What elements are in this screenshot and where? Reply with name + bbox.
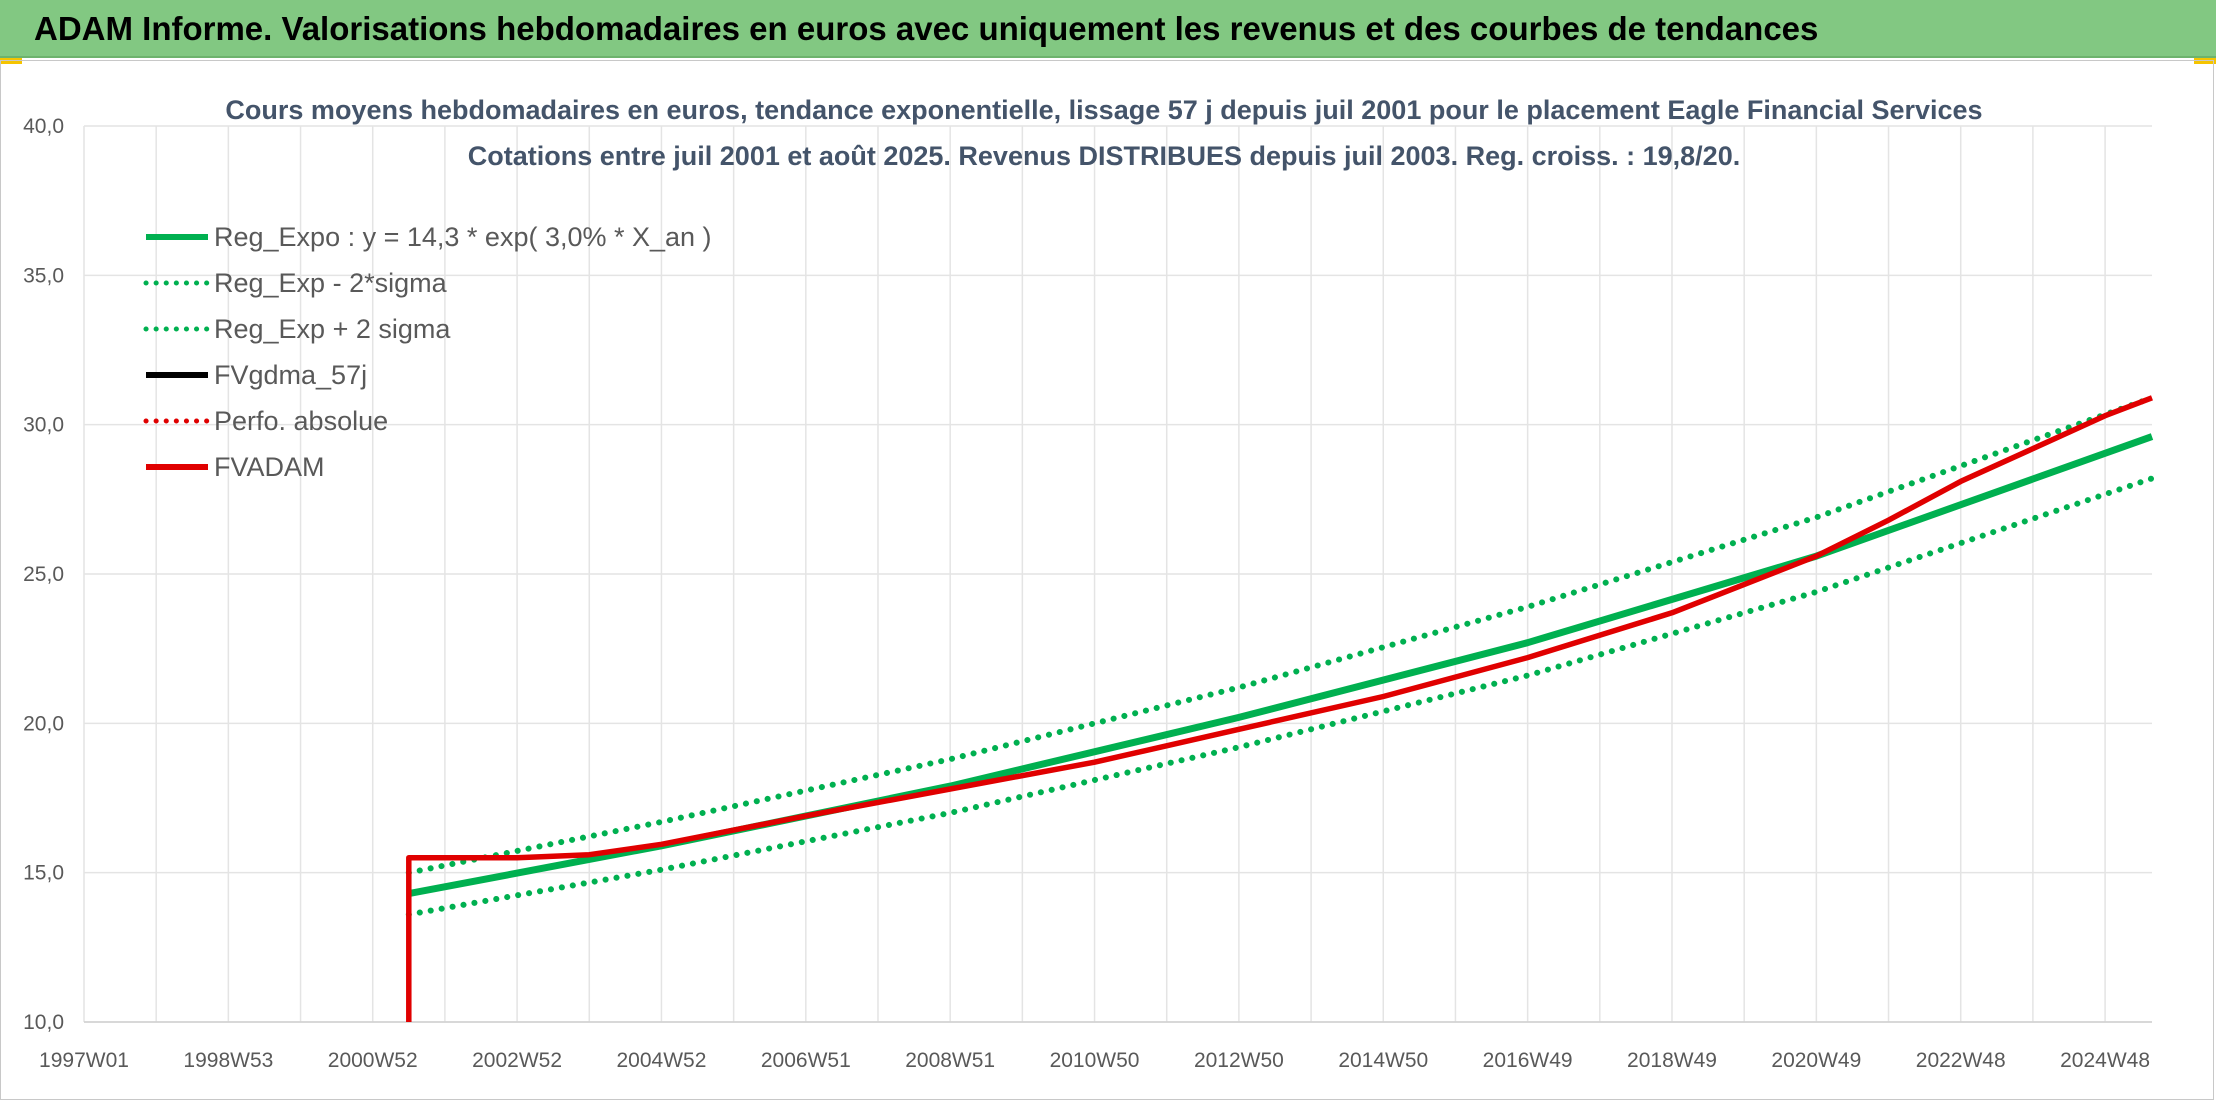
series-line	[406, 395, 2153, 1022]
legend-label: Reg_Expo : y = 14,3 * exp( 3,0% * X_an )	[214, 222, 712, 252]
y-tick-label: 15,0	[23, 862, 64, 885]
y-tick-label: 10,0	[23, 1011, 64, 1034]
grid-lines	[83, 125, 2152, 1023]
x-tick-label: 2000W52	[328, 1049, 418, 1072]
x-tick-label: 2004W52	[616, 1049, 706, 1072]
x-tick-label: 2020W49	[1771, 1049, 1861, 1072]
series-line	[405, 475, 2155, 918]
x-tick-label: 2010W50	[1050, 1049, 1140, 1072]
legend-label: Reg_Exp - 2*sigma	[214, 268, 448, 298]
x-tick-label: 2022W48	[1916, 1049, 2006, 1072]
legend-label: Perfo. absolue	[214, 406, 388, 436]
x-tick-label: 2002W52	[472, 1049, 562, 1072]
report-header: ADAM Informe. Valorisations hebdomadaire…	[0, 0, 2216, 58]
x-tick-label: 2024W48	[2060, 1049, 2150, 1072]
chart-subtitle: Cotations entre juil 2001 et août 2025. …	[468, 141, 1740, 171]
corner-mark-right	[2194, 58, 2216, 64]
legend-label: FVgdma_57j	[214, 360, 367, 390]
chart-title: Cours moyens hebdomadaires en euros, ten…	[225, 95, 1982, 125]
x-tick-label: 2008W51	[905, 1049, 995, 1072]
x-tick-label: 2016W49	[1483, 1049, 1573, 1072]
corner-mark-left	[0, 58, 22, 64]
x-tick-label: 2014W50	[1338, 1049, 1428, 1072]
legend-label: FVADAM	[214, 452, 325, 482]
y-tick-label: 35,0	[23, 264, 64, 287]
y-tick-label: 30,0	[23, 414, 64, 437]
chart-frame	[0, 60, 2214, 1100]
x-tick-label: 2006W51	[761, 1049, 851, 1072]
y-tick-label: 25,0	[23, 563, 64, 586]
x-tick-label: 2012W50	[1194, 1049, 1284, 1072]
x-tick-label: 1998W53	[183, 1049, 273, 1072]
x-tick-label: 1997W01	[39, 1049, 129, 1072]
series-lines	[405, 394, 2155, 1022]
series-line	[405, 394, 2155, 876]
x-tick-label: 2018W49	[1627, 1049, 1717, 1072]
series-line	[408, 433, 2154, 898]
axes: 10,0 15,0 20,0 25,0 30,0 35,0 40,0 1997W01 1998W…	[23, 115, 2152, 1072]
y-tick-label: 20,0	[23, 712, 64, 735]
legend: Reg_Expo : y = 14,3 * exp( 3,0% * X_an )…	[143, 222, 712, 482]
legend-label: Reg_Exp + 2 sigma	[214, 314, 451, 344]
y-tick-label: 40,0	[23, 115, 64, 138]
report-title: ADAM Informe. Valorisations hebdomadaire…	[34, 10, 1819, 47]
